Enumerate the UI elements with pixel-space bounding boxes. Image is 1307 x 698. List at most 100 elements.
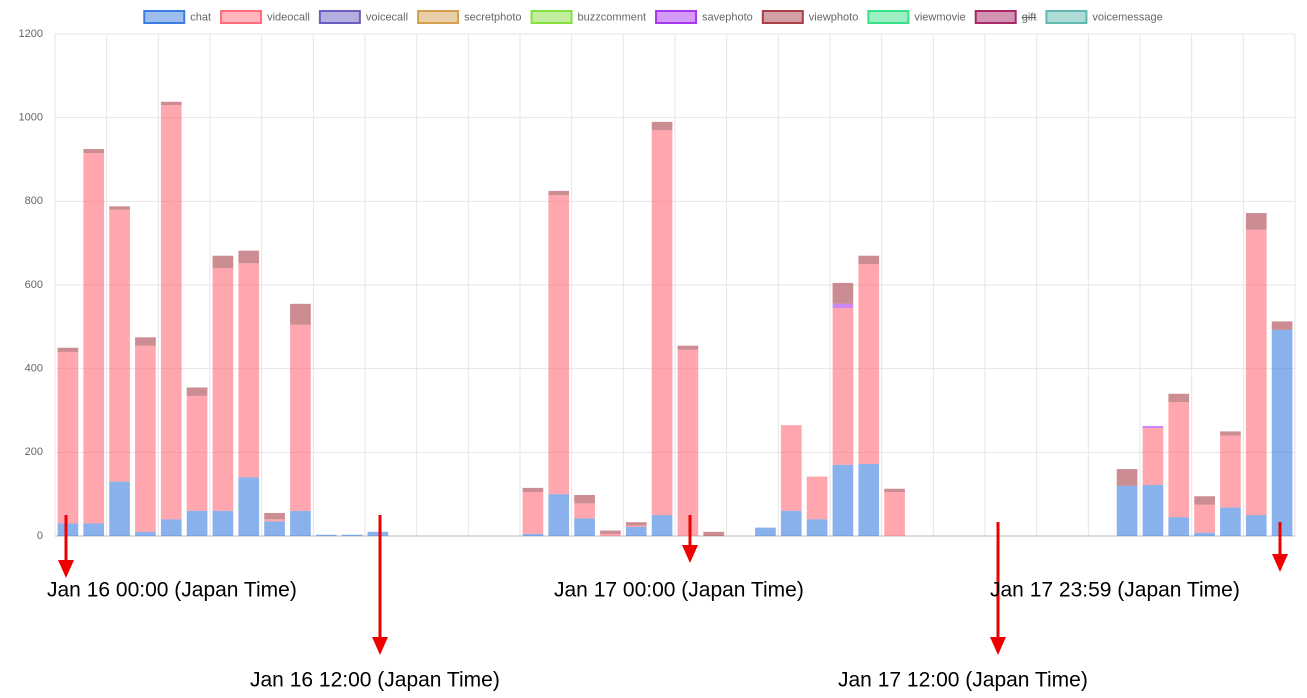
y-tick-label: 400 <box>25 363 43 375</box>
legend-swatch <box>143 10 186 24</box>
bar-segment <box>238 263 260 478</box>
bar-segment <box>806 476 828 520</box>
y-tick-label: 0 <box>37 530 43 542</box>
bar-segment <box>1245 213 1267 230</box>
y-tick-label: 200 <box>25 446 43 458</box>
bar-segment <box>1168 517 1190 536</box>
bar-segment <box>832 282 854 304</box>
bar-segment <box>238 250 260 264</box>
bar-segment <box>1116 485 1138 536</box>
bar-segment <box>625 525 647 527</box>
bar-segment <box>625 522 647 526</box>
bar-segment <box>1194 496 1215 505</box>
bar-segment <box>548 190 570 196</box>
y-tick-label: 1000 <box>19 112 43 124</box>
bar-segment <box>1220 507 1241 536</box>
bar-segment <box>109 481 130 536</box>
bar-segment <box>264 521 285 536</box>
bar-segment <box>884 492 905 536</box>
bar-segment <box>832 308 854 465</box>
bar-segment <box>135 337 156 346</box>
bar-segment <box>1142 425 1164 429</box>
bar-segment <box>83 523 105 536</box>
bar-segment <box>522 533 544 536</box>
legend-swatch <box>318 10 361 24</box>
arrow-head <box>990 637 1006 655</box>
bar-segment <box>574 503 595 519</box>
bar-segment <box>212 255 234 269</box>
arrow-head <box>1272 554 1288 572</box>
bar-segment <box>186 510 208 536</box>
bar-segment <box>1220 431 1241 436</box>
annotation: Jan 17 00:00 (Japan Time) <box>554 579 804 602</box>
y-tick-label: 800 <box>25 195 43 207</box>
bar-segment <box>522 487 544 493</box>
bar-segment <box>57 347 79 352</box>
bar-segment <box>341 534 363 536</box>
bar-segment <box>832 303 854 309</box>
bar-segment <box>1194 532 1215 536</box>
legend-label: viewmovie <box>914 11 965 23</box>
bar-segment <box>1168 402 1190 518</box>
annotation: Jan 16 12:00 (Japan Time) <box>250 669 500 692</box>
annotation: Jan 17 23:59 (Japan Time) <box>990 579 1240 602</box>
legend-label: savephoto <box>702 11 753 23</box>
bar-segment <box>548 494 570 536</box>
legend-swatch <box>974 10 1017 24</box>
bar-segment <box>212 268 234 511</box>
bar-segment <box>109 206 130 210</box>
bar-segment <box>1194 504 1215 533</box>
bar-segment <box>264 519 285 522</box>
bar-segment <box>548 195 570 495</box>
bar-segment <box>57 351 79 524</box>
legend-swatch <box>530 10 573 24</box>
bar-segment <box>651 515 673 536</box>
arrow-head <box>58 560 74 578</box>
bar-segment <box>651 130 673 516</box>
bar-segment <box>160 105 182 520</box>
legend-label: secretphoto <box>464 11 521 23</box>
bar-segment <box>109 209 130 482</box>
bar-segment <box>1142 428 1164 485</box>
bar-segment <box>1168 393 1190 403</box>
legend-swatch <box>417 10 460 24</box>
bar-segment <box>755 527 776 536</box>
arrow-head <box>682 545 698 563</box>
bar-segment <box>290 303 311 325</box>
bar-segment <box>600 530 621 534</box>
legend-swatch <box>867 10 910 24</box>
bar-segment <box>780 425 802 511</box>
bar-segment <box>1245 229 1267 516</box>
bar-segment <box>186 387 208 396</box>
bar-segment <box>832 464 854 536</box>
bar-segment <box>677 345 699 350</box>
bar-segment <box>651 121 673 131</box>
bar-segment <box>858 255 880 265</box>
legend-swatch <box>220 10 263 24</box>
bar-segment <box>600 533 621 536</box>
bar-segment <box>1116 469 1138 486</box>
bar-segment <box>290 324 311 511</box>
bar-segment <box>57 523 79 536</box>
bar-segment <box>83 149 105 154</box>
legend-label: viewphoto <box>809 11 859 23</box>
legend-swatch <box>1045 10 1088 24</box>
bar-segment <box>1245 515 1267 536</box>
bar-segment <box>264 512 285 520</box>
bar-segment <box>780 510 802 536</box>
legend-label: videocall <box>267 11 310 23</box>
bar-segment <box>625 526 647 536</box>
bar-segment <box>858 264 880 465</box>
bar-segment <box>884 488 905 493</box>
legend-label: chat <box>190 11 211 23</box>
bar-segment <box>574 495 595 504</box>
bar-segment <box>677 349 699 536</box>
bar-segment <box>703 531 725 536</box>
legend-swatch <box>761 10 804 24</box>
bar-segment <box>135 345 156 532</box>
legend-label: voicemessage <box>1092 11 1162 23</box>
bar-segment <box>186 395 208 511</box>
bar-segment <box>522 492 544 534</box>
bar-segment <box>1271 329 1293 536</box>
